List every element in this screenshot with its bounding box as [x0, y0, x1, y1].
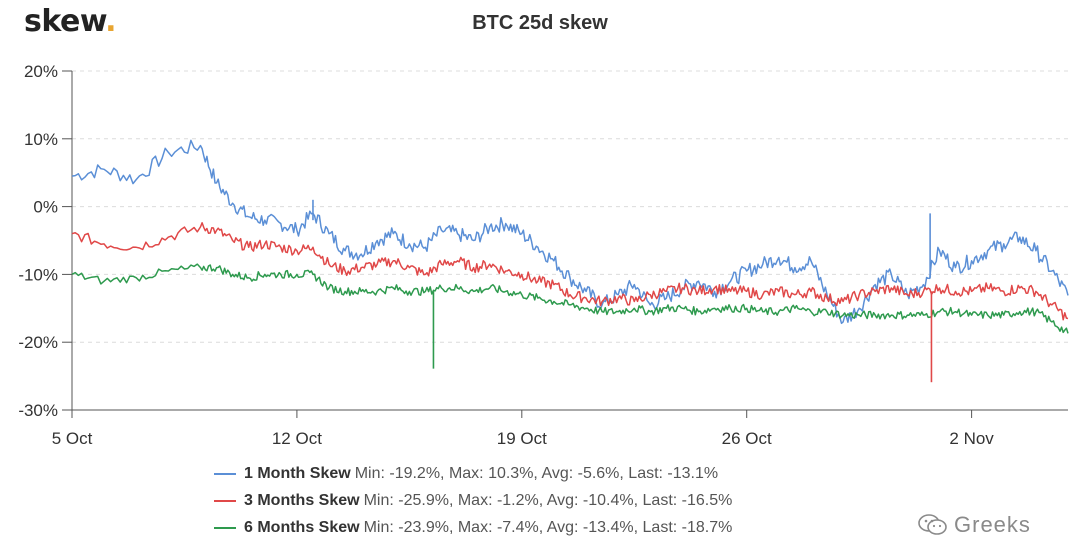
logo-dot: . [105, 4, 117, 39]
legend: 1 Month Skew Min: -19.2%, Max: 10.3%, Av… [214, 460, 732, 541]
series-line-6-months-skew [71, 263, 1069, 334]
gridlines [72, 70, 1068, 343]
y-tick-label: -30% [18, 401, 58, 420]
legend-series-stats: Min: -25.9%, Max: -1.2%, Avg: -10.4%, La… [363, 492, 733, 509]
x-tick-label: 2 Nov [949, 429, 994, 448]
watermark: Greeks [918, 512, 1031, 538]
logo-text: skew [24, 4, 106, 39]
y-tick-label: 0% [33, 198, 58, 217]
y-tick-label: 10% [24, 130, 58, 149]
legend-series-name: 6 Months Skew [244, 519, 360, 536]
chart-title: BTC 25d skew [472, 12, 608, 34]
series-line-3-months-skew [71, 222, 1069, 321]
y-tick-label: -20% [18, 333, 58, 352]
axes: 20% 10% 0% -10% -20% -30% 5 Oct 12 Oct 19 Oct 26 … [18, 62, 1068, 448]
x-tick-label: 19 Oct [497, 429, 547, 448]
y-tick-label: -10% [18, 265, 58, 284]
legend-swatch-1-month [214, 472, 236, 475]
x-tick-label: 26 Oct [722, 429, 772, 448]
legend-series-stats: Min: -19.2%, Max: 10.3%, Avg: -5.6%, Las… [354, 465, 719, 482]
series-line-1-month-skew [71, 139, 1069, 325]
legend-item-6-months[interactable]: 6 Months Skew Min: -23.9%, Max: -7.4%, A… [214, 514, 732, 541]
legend-swatch-6-months [214, 526, 236, 529]
legend-item-1-month[interactable]: 1 Month Skew Min: -19.2%, Max: 10.3%, Av… [214, 460, 732, 487]
skew-logo: skew. [24, 4, 117, 39]
x-tick-label: 5 Oct [52, 429, 93, 448]
legend-series-stats: Min: -23.9%, Max: -7.4%, Avg: -13.4%, La… [363, 519, 733, 536]
series-lines [71, 139, 1069, 383]
legend-item-3-months[interactable]: 3 Months Skew Min: -25.9%, Max: -1.2%, A… [214, 487, 732, 514]
watermark-text: Greeks [954, 512, 1031, 537]
x-tick-label: 12 Oct [272, 429, 322, 448]
legend-series-name: 3 Months Skew [244, 492, 360, 509]
legend-series-name: 1 Month Skew [244, 465, 351, 482]
y-tick-label: 20% [24, 62, 58, 81]
wechat-icon [918, 514, 947, 535]
legend-swatch-3-months [214, 499, 236, 502]
